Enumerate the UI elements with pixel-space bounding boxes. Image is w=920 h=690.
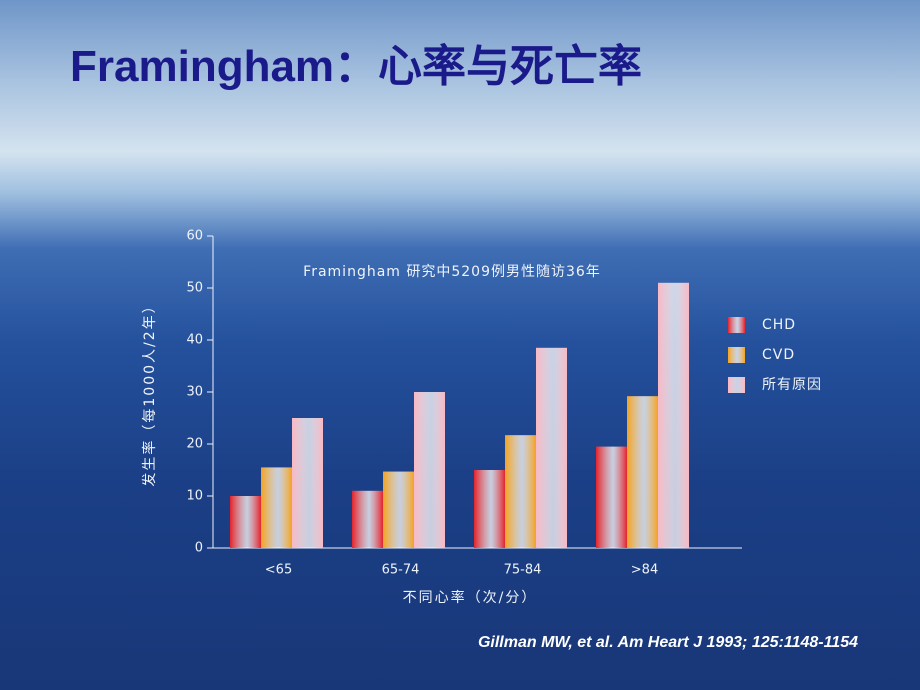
y-tick-label: 50 <box>186 281 203 296</box>
x-tick-label: 65-74 <box>382 563 420 578</box>
y-tick-label: 60 <box>186 229 203 244</box>
x-axis-label: 不同心率（次/分） <box>403 589 538 606</box>
legend-swatch <box>728 347 745 363</box>
bar <box>596 446 627 548</box>
x-tick-label: >84 <box>631 563 658 578</box>
slide-title: Framingham：心率与死亡率 <box>70 42 643 91</box>
y-axis-label: 发生率（每1000人/2年） <box>141 297 158 486</box>
bar <box>261 467 292 548</box>
bar <box>352 490 383 548</box>
legend-label: CHD <box>762 317 796 333</box>
bar <box>536 347 567 548</box>
legend-swatch <box>728 377 745 393</box>
legend-swatch <box>728 317 745 333</box>
x-tick-label: <65 <box>265 563 292 578</box>
bar <box>505 435 536 548</box>
citation: Gillman MW, et al. Am Heart J 1993; 125:… <box>477 634 858 651</box>
bar <box>414 392 445 548</box>
y-tick-label: 20 <box>186 437 203 452</box>
bar <box>658 282 689 548</box>
bar <box>627 396 658 548</box>
chart-subtitle: Framingham 研究中5209例男性随访36年 <box>303 264 601 280</box>
legend-label: 所有原因 <box>762 377 822 393</box>
y-tick-label: 30 <box>186 385 203 400</box>
bar <box>474 470 505 548</box>
y-tick-label: 0 <box>195 541 203 556</box>
legend-label: CVD <box>762 347 795 363</box>
bar <box>383 471 414 548</box>
y-tick-label: 40 <box>186 333 203 348</box>
bar <box>292 418 323 548</box>
y-tick-label: 10 <box>186 489 203 504</box>
bar <box>230 496 261 548</box>
x-tick-label: 75-84 <box>504 563 542 578</box>
